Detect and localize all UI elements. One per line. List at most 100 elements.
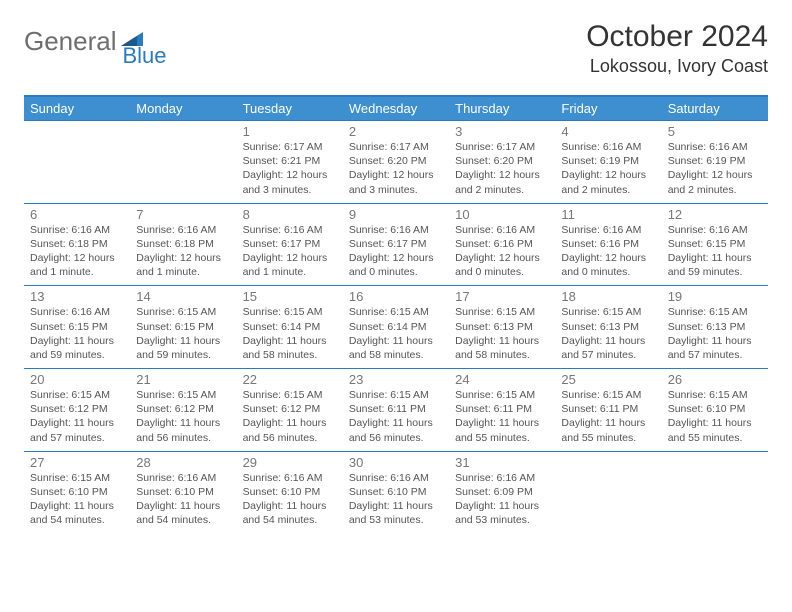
day-number: 4 (561, 124, 655, 139)
day-number: 17 (455, 289, 549, 304)
day-number: 18 (561, 289, 655, 304)
day-info: Sunrise: 6:16 AMSunset: 6:09 PMDaylight:… (455, 471, 549, 528)
day-info: Sunrise: 6:15 AMSunset: 6:13 PMDaylight:… (561, 305, 655, 362)
calendar-empty-cell (24, 121, 130, 204)
calendar-week-row: 1Sunrise: 6:17 AMSunset: 6:21 PMDaylight… (24, 121, 768, 204)
calendar-day-cell: 10Sunrise: 6:16 AMSunset: 6:16 PMDayligh… (449, 203, 555, 286)
day-info: Sunrise: 6:16 AMSunset: 6:19 PMDaylight:… (561, 140, 655, 197)
day-info: Sunrise: 6:15 AMSunset: 6:12 PMDaylight:… (136, 388, 230, 445)
day-number: 1 (243, 124, 337, 139)
day-number: 8 (243, 207, 337, 222)
day-info: Sunrise: 6:15 AMSunset: 6:12 PMDaylight:… (243, 388, 337, 445)
day-info: Sunrise: 6:17 AMSunset: 6:21 PMDaylight:… (243, 140, 337, 197)
calendar-day-cell: 11Sunrise: 6:16 AMSunset: 6:16 PMDayligh… (555, 203, 661, 286)
day-number: 14 (136, 289, 230, 304)
calendar-table: SundayMondayTuesdayWednesdayThursdayFrid… (24, 95, 768, 533)
day-number: 10 (455, 207, 549, 222)
logo-word1: General (24, 26, 117, 57)
day-number: 7 (136, 207, 230, 222)
day-number: 9 (349, 207, 443, 222)
location: Lokossou, Ivory Coast (586, 56, 768, 77)
calendar-week-row: 27Sunrise: 6:15 AMSunset: 6:10 PMDayligh… (24, 451, 768, 533)
calendar-day-cell: 18Sunrise: 6:15 AMSunset: 6:13 PMDayligh… (555, 286, 661, 369)
calendar-day-cell: 14Sunrise: 6:15 AMSunset: 6:15 PMDayligh… (130, 286, 236, 369)
calendar-day-cell: 25Sunrise: 6:15 AMSunset: 6:11 PMDayligh… (555, 369, 661, 452)
day-number: 24 (455, 372, 549, 387)
calendar-day-cell: 5Sunrise: 6:16 AMSunset: 6:19 PMDaylight… (662, 121, 768, 204)
day-info: Sunrise: 6:16 AMSunset: 6:10 PMDaylight:… (349, 471, 443, 528)
calendar-day-cell: 23Sunrise: 6:15 AMSunset: 6:11 PMDayligh… (343, 369, 449, 452)
day-info: Sunrise: 6:16 AMSunset: 6:10 PMDaylight:… (136, 471, 230, 528)
calendar-day-cell: 19Sunrise: 6:15 AMSunset: 6:13 PMDayligh… (662, 286, 768, 369)
calendar-empty-cell (662, 451, 768, 533)
weekday-header: Wednesday (343, 96, 449, 121)
calendar-day-cell: 9Sunrise: 6:16 AMSunset: 6:17 PMDaylight… (343, 203, 449, 286)
calendar-day-cell: 16Sunrise: 6:15 AMSunset: 6:14 PMDayligh… (343, 286, 449, 369)
day-number: 2 (349, 124, 443, 139)
calendar-header: SundayMondayTuesdayWednesdayThursdayFrid… (24, 96, 768, 121)
calendar-day-cell: 21Sunrise: 6:15 AMSunset: 6:12 PMDayligh… (130, 369, 236, 452)
day-info: Sunrise: 6:17 AMSunset: 6:20 PMDaylight:… (349, 140, 443, 197)
day-number: 20 (30, 372, 124, 387)
day-info: Sunrise: 6:16 AMSunset: 6:15 PMDaylight:… (30, 305, 124, 362)
day-number: 26 (668, 372, 762, 387)
calendar-day-cell: 22Sunrise: 6:15 AMSunset: 6:12 PMDayligh… (237, 369, 343, 452)
calendar-day-cell: 6Sunrise: 6:16 AMSunset: 6:18 PMDaylight… (24, 203, 130, 286)
header: General Blue October 2024 Lokossou, Ivor… (24, 20, 768, 77)
day-number: 25 (561, 372, 655, 387)
calendar-day-cell: 8Sunrise: 6:16 AMSunset: 6:17 PMDaylight… (237, 203, 343, 286)
day-info: Sunrise: 6:15 AMSunset: 6:11 PMDaylight:… (349, 388, 443, 445)
calendar-day-cell: 17Sunrise: 6:15 AMSunset: 6:13 PMDayligh… (449, 286, 555, 369)
day-info: Sunrise: 6:17 AMSunset: 6:20 PMDaylight:… (455, 140, 549, 197)
calendar-day-cell: 4Sunrise: 6:16 AMSunset: 6:19 PMDaylight… (555, 121, 661, 204)
day-number: 29 (243, 455, 337, 470)
day-number: 27 (30, 455, 124, 470)
day-info: Sunrise: 6:15 AMSunset: 6:13 PMDaylight:… (455, 305, 549, 362)
day-info: Sunrise: 6:15 AMSunset: 6:14 PMDaylight:… (349, 305, 443, 362)
day-info: Sunrise: 6:15 AMSunset: 6:12 PMDaylight:… (30, 388, 124, 445)
logo: General Blue (24, 20, 189, 57)
day-info: Sunrise: 6:15 AMSunset: 6:10 PMDaylight:… (30, 471, 124, 528)
calendar-day-cell: 27Sunrise: 6:15 AMSunset: 6:10 PMDayligh… (24, 451, 130, 533)
day-number: 5 (668, 124, 762, 139)
day-number: 23 (349, 372, 443, 387)
page-title: October 2024 (586, 20, 768, 54)
calendar-day-cell: 2Sunrise: 6:17 AMSunset: 6:20 PMDaylight… (343, 121, 449, 204)
day-info: Sunrise: 6:16 AMSunset: 6:18 PMDaylight:… (136, 223, 230, 280)
day-info: Sunrise: 6:16 AMSunset: 6:15 PMDaylight:… (668, 223, 762, 280)
day-info: Sunrise: 6:16 AMSunset: 6:19 PMDaylight:… (668, 140, 762, 197)
calendar-day-cell: 20Sunrise: 6:15 AMSunset: 6:12 PMDayligh… (24, 369, 130, 452)
weekday-header: Tuesday (237, 96, 343, 121)
weekday-header: Thursday (449, 96, 555, 121)
day-info: Sunrise: 6:15 AMSunset: 6:11 PMDaylight:… (455, 388, 549, 445)
day-number: 12 (668, 207, 762, 222)
calendar-day-cell: 28Sunrise: 6:16 AMSunset: 6:10 PMDayligh… (130, 451, 236, 533)
calendar-day-cell: 29Sunrise: 6:16 AMSunset: 6:10 PMDayligh… (237, 451, 343, 533)
day-info: Sunrise: 6:16 AMSunset: 6:16 PMDaylight:… (561, 223, 655, 280)
day-info: Sunrise: 6:16 AMSunset: 6:16 PMDaylight:… (455, 223, 549, 280)
day-info: Sunrise: 6:15 AMSunset: 6:13 PMDaylight:… (668, 305, 762, 362)
weekday-header: Saturday (662, 96, 768, 121)
day-number: 6 (30, 207, 124, 222)
weekday-header: Sunday (24, 96, 130, 121)
calendar-day-cell: 3Sunrise: 6:17 AMSunset: 6:20 PMDaylight… (449, 121, 555, 204)
calendar-day-cell: 31Sunrise: 6:16 AMSunset: 6:09 PMDayligh… (449, 451, 555, 533)
calendar-day-cell: 26Sunrise: 6:15 AMSunset: 6:10 PMDayligh… (662, 369, 768, 452)
weekday-header: Monday (130, 96, 236, 121)
title-block: October 2024 Lokossou, Ivory Coast (586, 20, 768, 77)
calendar-empty-cell (555, 451, 661, 533)
logo-word2: Blue (123, 43, 167, 69)
weekday-header: Friday (555, 96, 661, 121)
day-number: 13 (30, 289, 124, 304)
calendar-day-cell: 30Sunrise: 6:16 AMSunset: 6:10 PMDayligh… (343, 451, 449, 533)
day-number: 19 (668, 289, 762, 304)
day-info: Sunrise: 6:16 AMSunset: 6:10 PMDaylight:… (243, 471, 337, 528)
calendar-week-row: 6Sunrise: 6:16 AMSunset: 6:18 PMDaylight… (24, 203, 768, 286)
calendar-day-cell: 13Sunrise: 6:16 AMSunset: 6:15 PMDayligh… (24, 286, 130, 369)
day-number: 3 (455, 124, 549, 139)
day-info: Sunrise: 6:16 AMSunset: 6:17 PMDaylight:… (349, 223, 443, 280)
calendar-day-cell: 1Sunrise: 6:17 AMSunset: 6:21 PMDaylight… (237, 121, 343, 204)
day-info: Sunrise: 6:16 AMSunset: 6:18 PMDaylight:… (30, 223, 124, 280)
calendar-body: 1Sunrise: 6:17 AMSunset: 6:21 PMDaylight… (24, 121, 768, 534)
day-info: Sunrise: 6:15 AMSunset: 6:11 PMDaylight:… (561, 388, 655, 445)
